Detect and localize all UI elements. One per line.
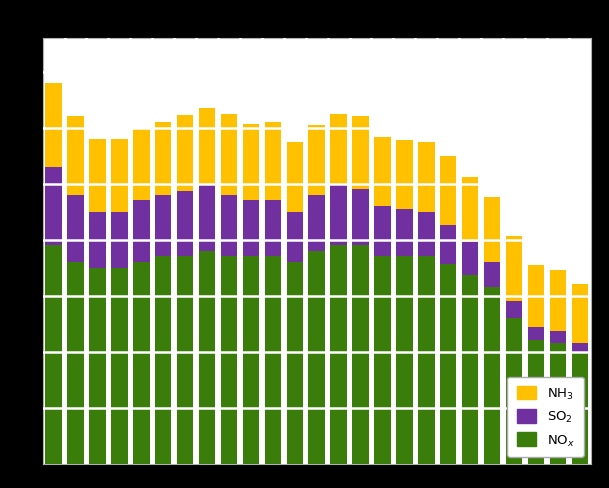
- Bar: [199, 251, 216, 464]
- Bar: [462, 243, 479, 276]
- Bar: [133, 263, 150, 464]
- Bar: [177, 116, 194, 192]
- Bar: [374, 137, 391, 206]
- Bar: [199, 184, 216, 251]
- Bar: [89, 212, 106, 268]
- Bar: [68, 263, 84, 464]
- Bar: [352, 246, 369, 464]
- Bar: [264, 257, 281, 464]
- Bar: [68, 196, 84, 263]
- Bar: [550, 332, 566, 343]
- Bar: [550, 343, 566, 464]
- Bar: [440, 156, 457, 225]
- Bar: [309, 126, 325, 196]
- Bar: [111, 268, 128, 464]
- Bar: [287, 143, 303, 212]
- Bar: [528, 341, 544, 464]
- Bar: [550, 270, 566, 332]
- Bar: [243, 125, 259, 201]
- Bar: [264, 123, 281, 201]
- Bar: [374, 206, 391, 257]
- Bar: [264, 201, 281, 257]
- Bar: [111, 212, 128, 268]
- Bar: [374, 257, 391, 464]
- Bar: [352, 190, 369, 246]
- Bar: [418, 212, 435, 257]
- Bar: [221, 115, 238, 196]
- Bar: [352, 117, 369, 190]
- Bar: [243, 201, 259, 257]
- Bar: [505, 302, 523, 318]
- Bar: [133, 128, 150, 201]
- Bar: [418, 257, 435, 464]
- Bar: [505, 237, 523, 302]
- Bar: [287, 212, 303, 263]
- Bar: [111, 140, 128, 212]
- Bar: [46, 167, 62, 246]
- Bar: [528, 327, 544, 341]
- Bar: [46, 84, 62, 167]
- Bar: [396, 210, 413, 257]
- Bar: [155, 257, 172, 464]
- Bar: [396, 257, 413, 464]
- Bar: [484, 263, 501, 287]
- Bar: [462, 178, 479, 243]
- Bar: [68, 117, 84, 196]
- Bar: [287, 263, 303, 464]
- Legend: NH$_3$, SO$_2$, NO$_x$: NH$_3$, SO$_2$, NO$_x$: [507, 377, 584, 457]
- Bar: [46, 246, 62, 464]
- Bar: [133, 201, 150, 263]
- Bar: [155, 123, 172, 196]
- Bar: [528, 266, 544, 327]
- Bar: [484, 287, 501, 464]
- Bar: [331, 246, 347, 464]
- Bar: [462, 276, 479, 464]
- Bar: [177, 257, 194, 464]
- Bar: [89, 268, 106, 464]
- Bar: [571, 343, 588, 352]
- Bar: [571, 352, 588, 464]
- Bar: [331, 115, 347, 184]
- Bar: [89, 140, 106, 212]
- Bar: [243, 257, 259, 464]
- Bar: [221, 196, 238, 257]
- Bar: [199, 108, 216, 184]
- Bar: [309, 251, 325, 464]
- Bar: [177, 192, 194, 257]
- Bar: [440, 225, 457, 264]
- Bar: [484, 198, 501, 263]
- Bar: [155, 196, 172, 257]
- Bar: [418, 143, 435, 212]
- Bar: [221, 257, 238, 464]
- Bar: [331, 184, 347, 246]
- Bar: [440, 264, 457, 464]
- Bar: [505, 318, 523, 464]
- Bar: [396, 141, 413, 210]
- Bar: [571, 285, 588, 343]
- Bar: [309, 196, 325, 251]
